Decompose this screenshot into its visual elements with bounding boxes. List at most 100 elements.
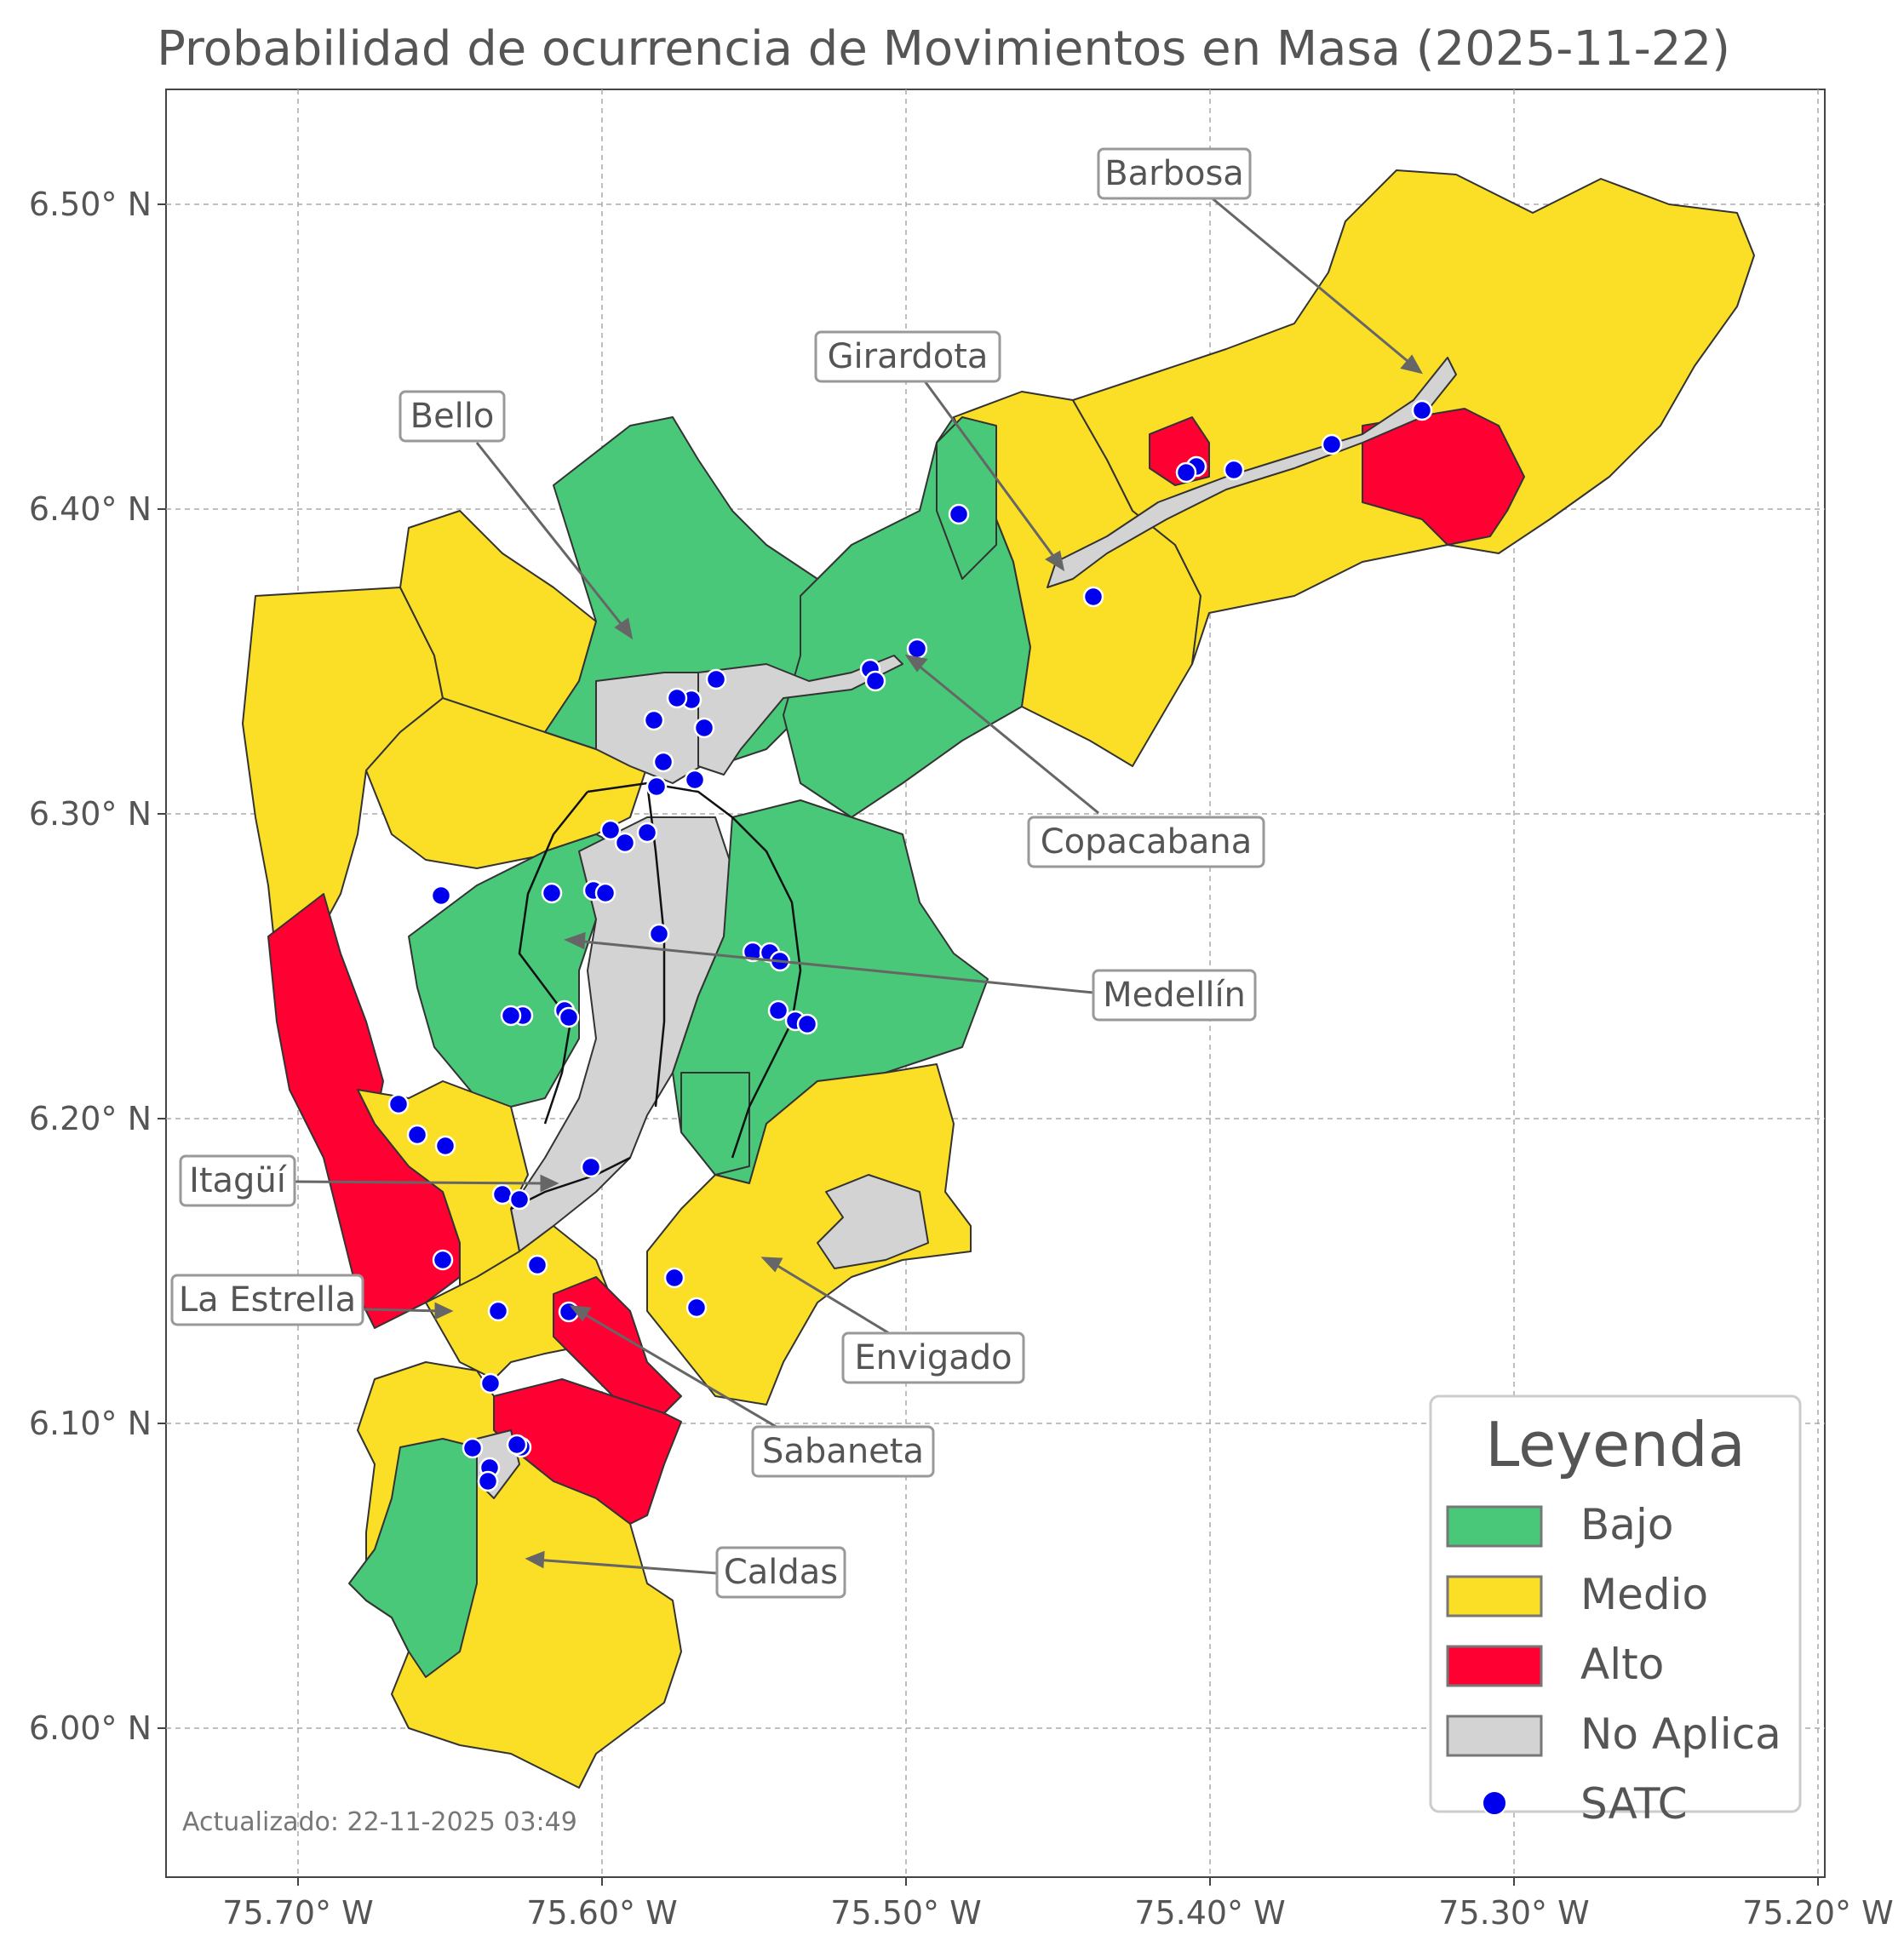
y-tick-label: 6.40° N [29,490,152,528]
x-tick-label: 75.40° W [1134,1894,1285,1932]
tick-marks [158,203,1819,1886]
satc-station-marker [1082,586,1104,608]
legend-label-medio: Medio [1580,1570,1708,1619]
satc-station-marker [487,1300,509,1322]
satc-station-marker [648,923,670,945]
satc-station-marker [541,882,563,904]
label-envigado: Envigado [854,1338,1012,1377]
satc-station-marker [406,1124,428,1146]
label-box [170,1274,364,1326]
satc-station-marker [491,1183,513,1205]
y-tick-label: 6.10° N [29,1405,152,1442]
x-tick-label: 75.70° W [222,1894,373,1932]
label-box [179,1154,296,1207]
y-tick-label: 6.50° N [29,186,152,223]
x-tick-label: 75.50° W [830,1894,981,1932]
satc-station-marker [643,709,665,731]
label-caldas: Caldas [724,1553,838,1592]
legend-box [1429,1394,1802,1813]
satc-station-marker [767,999,789,1022]
region-medio [646,1063,972,1406]
x-tick-label: 75.20° W [1742,1894,1893,1932]
legend: Leyenda Bajo Medio Alto No Aplica SATC [1429,1394,1802,1829]
legend-swatch-alto [1446,1645,1543,1687]
legend-title: Leyenda [1485,1409,1746,1480]
legend-label-alto: Alto [1580,1640,1664,1689]
label-girardota: Girardota [828,337,989,376]
map-title: Probabilidad de ocurrencia de Movimiento… [157,21,1730,77]
region-bajo [680,1072,750,1176]
satc-station-marker [430,885,452,907]
satc-station-marker [434,1135,456,1157]
updated-timestamp: Actualizado: 22-11-2025 03:49 [182,1807,577,1837]
y-axis-ticks: 6.50° N 6.40° N 6.30° N 6.20° N 6.10° N … [29,186,152,1747]
y-tick-label: 6.20° N [29,1100,152,1137]
satc-station-marker [432,1249,454,1271]
satc-station-marker [948,503,970,525]
region-no-aplica [1047,357,1457,588]
label-box [751,1425,935,1478]
label-box [399,390,506,443]
satc-station-marker [1175,461,1197,484]
label-box [841,1331,1025,1384]
legend-label-no-aplica: No Aplica [1580,1709,1781,1759]
satc-station-marker [693,717,715,739]
satc-station-marker [506,1434,528,1456]
label-box [814,330,1001,383]
satc-station-marker [663,1267,685,1289]
legend-swatch-bajo [1446,1505,1543,1548]
region-alto [1362,408,1525,546]
satc-station-marker [462,1437,484,1459]
x-axis-ticks: 75.70° W 75.60° W 75.50° W 75.40° W 75.3… [222,1894,1893,1932]
label-la-estrella: La Estrella [179,1280,356,1320]
satc-station-marker [526,1254,548,1276]
legend-label-satc: SATC [1580,1779,1688,1829]
annotation-arrows [294,194,1423,1575]
label-itagui: Itagüí [189,1161,288,1200]
label-box [1027,816,1265,868]
y-tick-label: 6.00° N [29,1709,152,1747]
label-box [715,1546,846,1599]
legend-swatch-medio [1446,1575,1543,1618]
satc-station-marker [477,1470,499,1492]
satc-station-marker [599,819,622,841]
satc-station-marker [558,1006,580,1028]
satc-stations [387,399,1433,1492]
satc-station-marker [479,1372,502,1394]
satc-station-marker [705,668,727,690]
satc-station-marker [906,638,928,660]
legend-swatch-no-aplica [1446,1715,1543,1757]
satc-station-marker [500,1005,522,1027]
satc-station-marker [685,1297,708,1319]
satc-station-marker [684,769,706,791]
x-tick-label: 75.60° W [526,1894,677,1932]
label-box [1097,147,1252,200]
satc-station-marker [652,751,674,773]
satc-station-marker [1411,399,1433,421]
satc-station-marker [614,832,636,854]
label-medellin: Medellín [1103,976,1246,1015]
y-tick-label: 6.30° N [29,795,152,833]
satc-station-marker [636,822,658,844]
satc-station-marker [508,1188,530,1211]
region-bajo [408,833,631,1108]
x-tick-label: 75.30° W [1438,1894,1589,1932]
satc-station-marker [796,1013,818,1035]
satc-station-marker [594,882,617,904]
label-sabaneta: Sabaneta [762,1432,924,1471]
satc-station-marker [387,1093,410,1115]
satc-station-marker [1321,433,1343,455]
region-no-aplica [817,1174,929,1269]
place-labels: Barbosa Girardota Bello Copacabana Medel… [170,147,1265,1599]
label-barbosa: Barbosa [1104,154,1244,193]
satc-station-marker [666,687,688,709]
satc-station-marker [864,670,886,692]
legend-label-bajo: Bajo [1580,1500,1673,1549]
satc-station-marker [580,1156,602,1178]
satc-station-marker [1223,459,1245,481]
satc-station-marker [645,776,668,798]
risk-regions [242,169,1755,1789]
label-box [1092,969,1257,1022]
legend-satc-dot [1482,1790,1507,1816]
